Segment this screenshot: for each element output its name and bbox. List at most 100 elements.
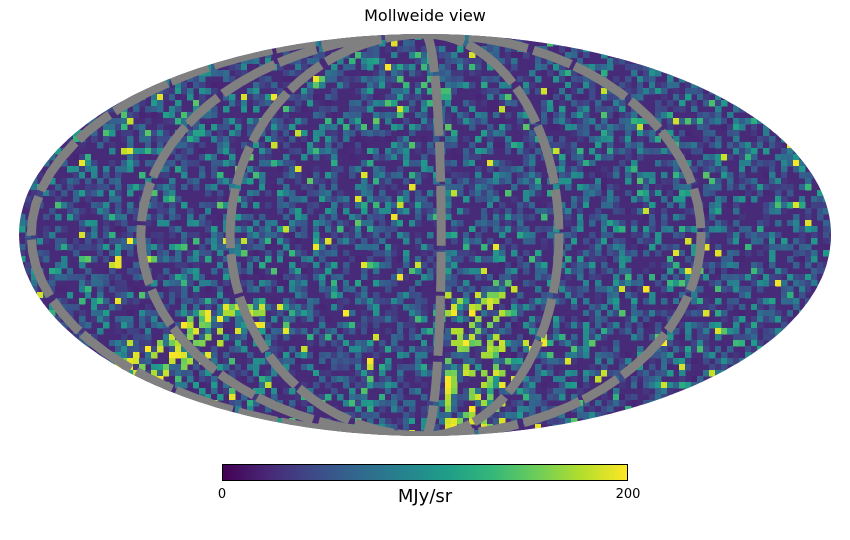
sky-pixel — [625, 148, 632, 155]
sky-pixel — [265, 322, 272, 329]
sky-pixel — [277, 136, 284, 143]
sky-pixel — [211, 70, 218, 77]
sky-pixel — [361, 184, 368, 191]
sky-pixel — [409, 304, 416, 311]
sky-pixel — [313, 328, 320, 335]
sky-pixel — [481, 88, 488, 95]
sky-pixel — [673, 274, 680, 281]
sky-pixel — [367, 262, 374, 269]
sky-pixel — [397, 394, 404, 401]
sky-pixel — [523, 262, 530, 269]
sky-pixel — [607, 58, 614, 65]
sky-pixel — [685, 382, 692, 389]
sky-pixel — [379, 154, 386, 161]
sky-pixel — [295, 220, 302, 227]
sky-pixel — [523, 112, 530, 119]
sky-pixel — [199, 370, 206, 377]
sky-pixel — [451, 250, 458, 257]
sky-pixel — [475, 118, 482, 125]
sky-pixel — [355, 280, 362, 287]
sky-pixel — [229, 250, 236, 257]
sky-pixel — [613, 298, 620, 305]
sky-pixel — [799, 226, 806, 233]
sky-pixel — [667, 148, 674, 155]
sky-pixel — [223, 148, 230, 155]
sky-pixel — [199, 328, 206, 335]
sky-pixel — [739, 160, 746, 167]
sky-pixel — [355, 124, 362, 131]
sky-pixel — [751, 274, 758, 281]
sky-pixel — [571, 322, 578, 329]
sky-pixel — [313, 112, 320, 119]
sky-pixel — [157, 322, 164, 329]
sky-pixel — [469, 394, 476, 401]
sky-pixel — [127, 112, 134, 119]
sky-pixel — [655, 82, 662, 89]
sky-pixel — [349, 214, 356, 221]
sky-pixel — [379, 166, 386, 173]
sky-pixel — [691, 244, 698, 251]
sky-pixel — [445, 196, 452, 203]
sky-pixel — [445, 382, 452, 389]
sky-pixel — [355, 250, 362, 257]
sky-pixel — [199, 208, 206, 215]
sky-pixel — [25, 250, 32, 257]
sky-pixel — [457, 268, 464, 275]
sky-pixel — [805, 172, 812, 179]
sky-pixel — [505, 280, 512, 287]
sky-pixel — [715, 298, 722, 305]
sky-pixel — [403, 88, 410, 95]
sky-pixel — [613, 394, 620, 401]
sky-pixel — [403, 304, 410, 311]
sky-pixel — [193, 232, 200, 239]
sky-pixel — [379, 70, 386, 77]
sky-pixel — [469, 118, 476, 125]
sky-pixel — [373, 238, 380, 245]
sky-pixel — [499, 166, 506, 173]
sky-pixel — [307, 388, 314, 395]
sky-pixel — [361, 340, 368, 347]
sky-pixel — [613, 280, 620, 287]
sky-pixel — [415, 190, 422, 197]
sky-pixel — [637, 274, 644, 281]
sky-pixel — [493, 364, 500, 371]
sky-pixel — [145, 244, 152, 251]
sky-pixel — [571, 232, 578, 239]
sky-pixel — [241, 94, 248, 101]
sky-pixel — [319, 394, 326, 401]
sky-pixel — [763, 232, 770, 239]
sky-pixel — [403, 190, 410, 197]
sky-pixel — [613, 208, 620, 215]
sky-pixel — [649, 292, 656, 299]
sky-pixel — [331, 202, 338, 209]
sky-pixel — [727, 226, 734, 233]
sky-pixel — [619, 100, 626, 107]
sky-pixel — [223, 274, 230, 281]
sky-pixel — [391, 64, 398, 71]
sky-pixel — [121, 298, 128, 305]
sky-pixel — [145, 256, 152, 263]
sky-pixel — [595, 280, 602, 287]
sky-pixel — [547, 376, 554, 383]
sky-pixel — [85, 166, 92, 173]
sky-pixel — [265, 388, 272, 395]
sky-pixel — [793, 304, 800, 311]
sky-pixel — [781, 148, 788, 155]
sky-pixel — [439, 76, 446, 83]
sky-pixel — [451, 172, 458, 179]
sky-pixel — [595, 238, 602, 245]
sky-pixel — [187, 178, 194, 185]
sky-pixel — [169, 358, 176, 365]
sky-pixel — [247, 352, 254, 359]
sky-pixel — [457, 346, 464, 353]
sky-pixel — [409, 328, 416, 335]
sky-pixel — [169, 376, 176, 383]
sky-pixel — [223, 202, 230, 209]
sky-pixel — [463, 34, 470, 41]
sky-pixel — [247, 226, 254, 233]
sky-pixel — [451, 64, 458, 71]
sky-pixel — [283, 220, 290, 227]
sky-pixel — [559, 274, 566, 281]
sky-pixel — [721, 310, 728, 317]
sky-pixel — [397, 94, 404, 101]
